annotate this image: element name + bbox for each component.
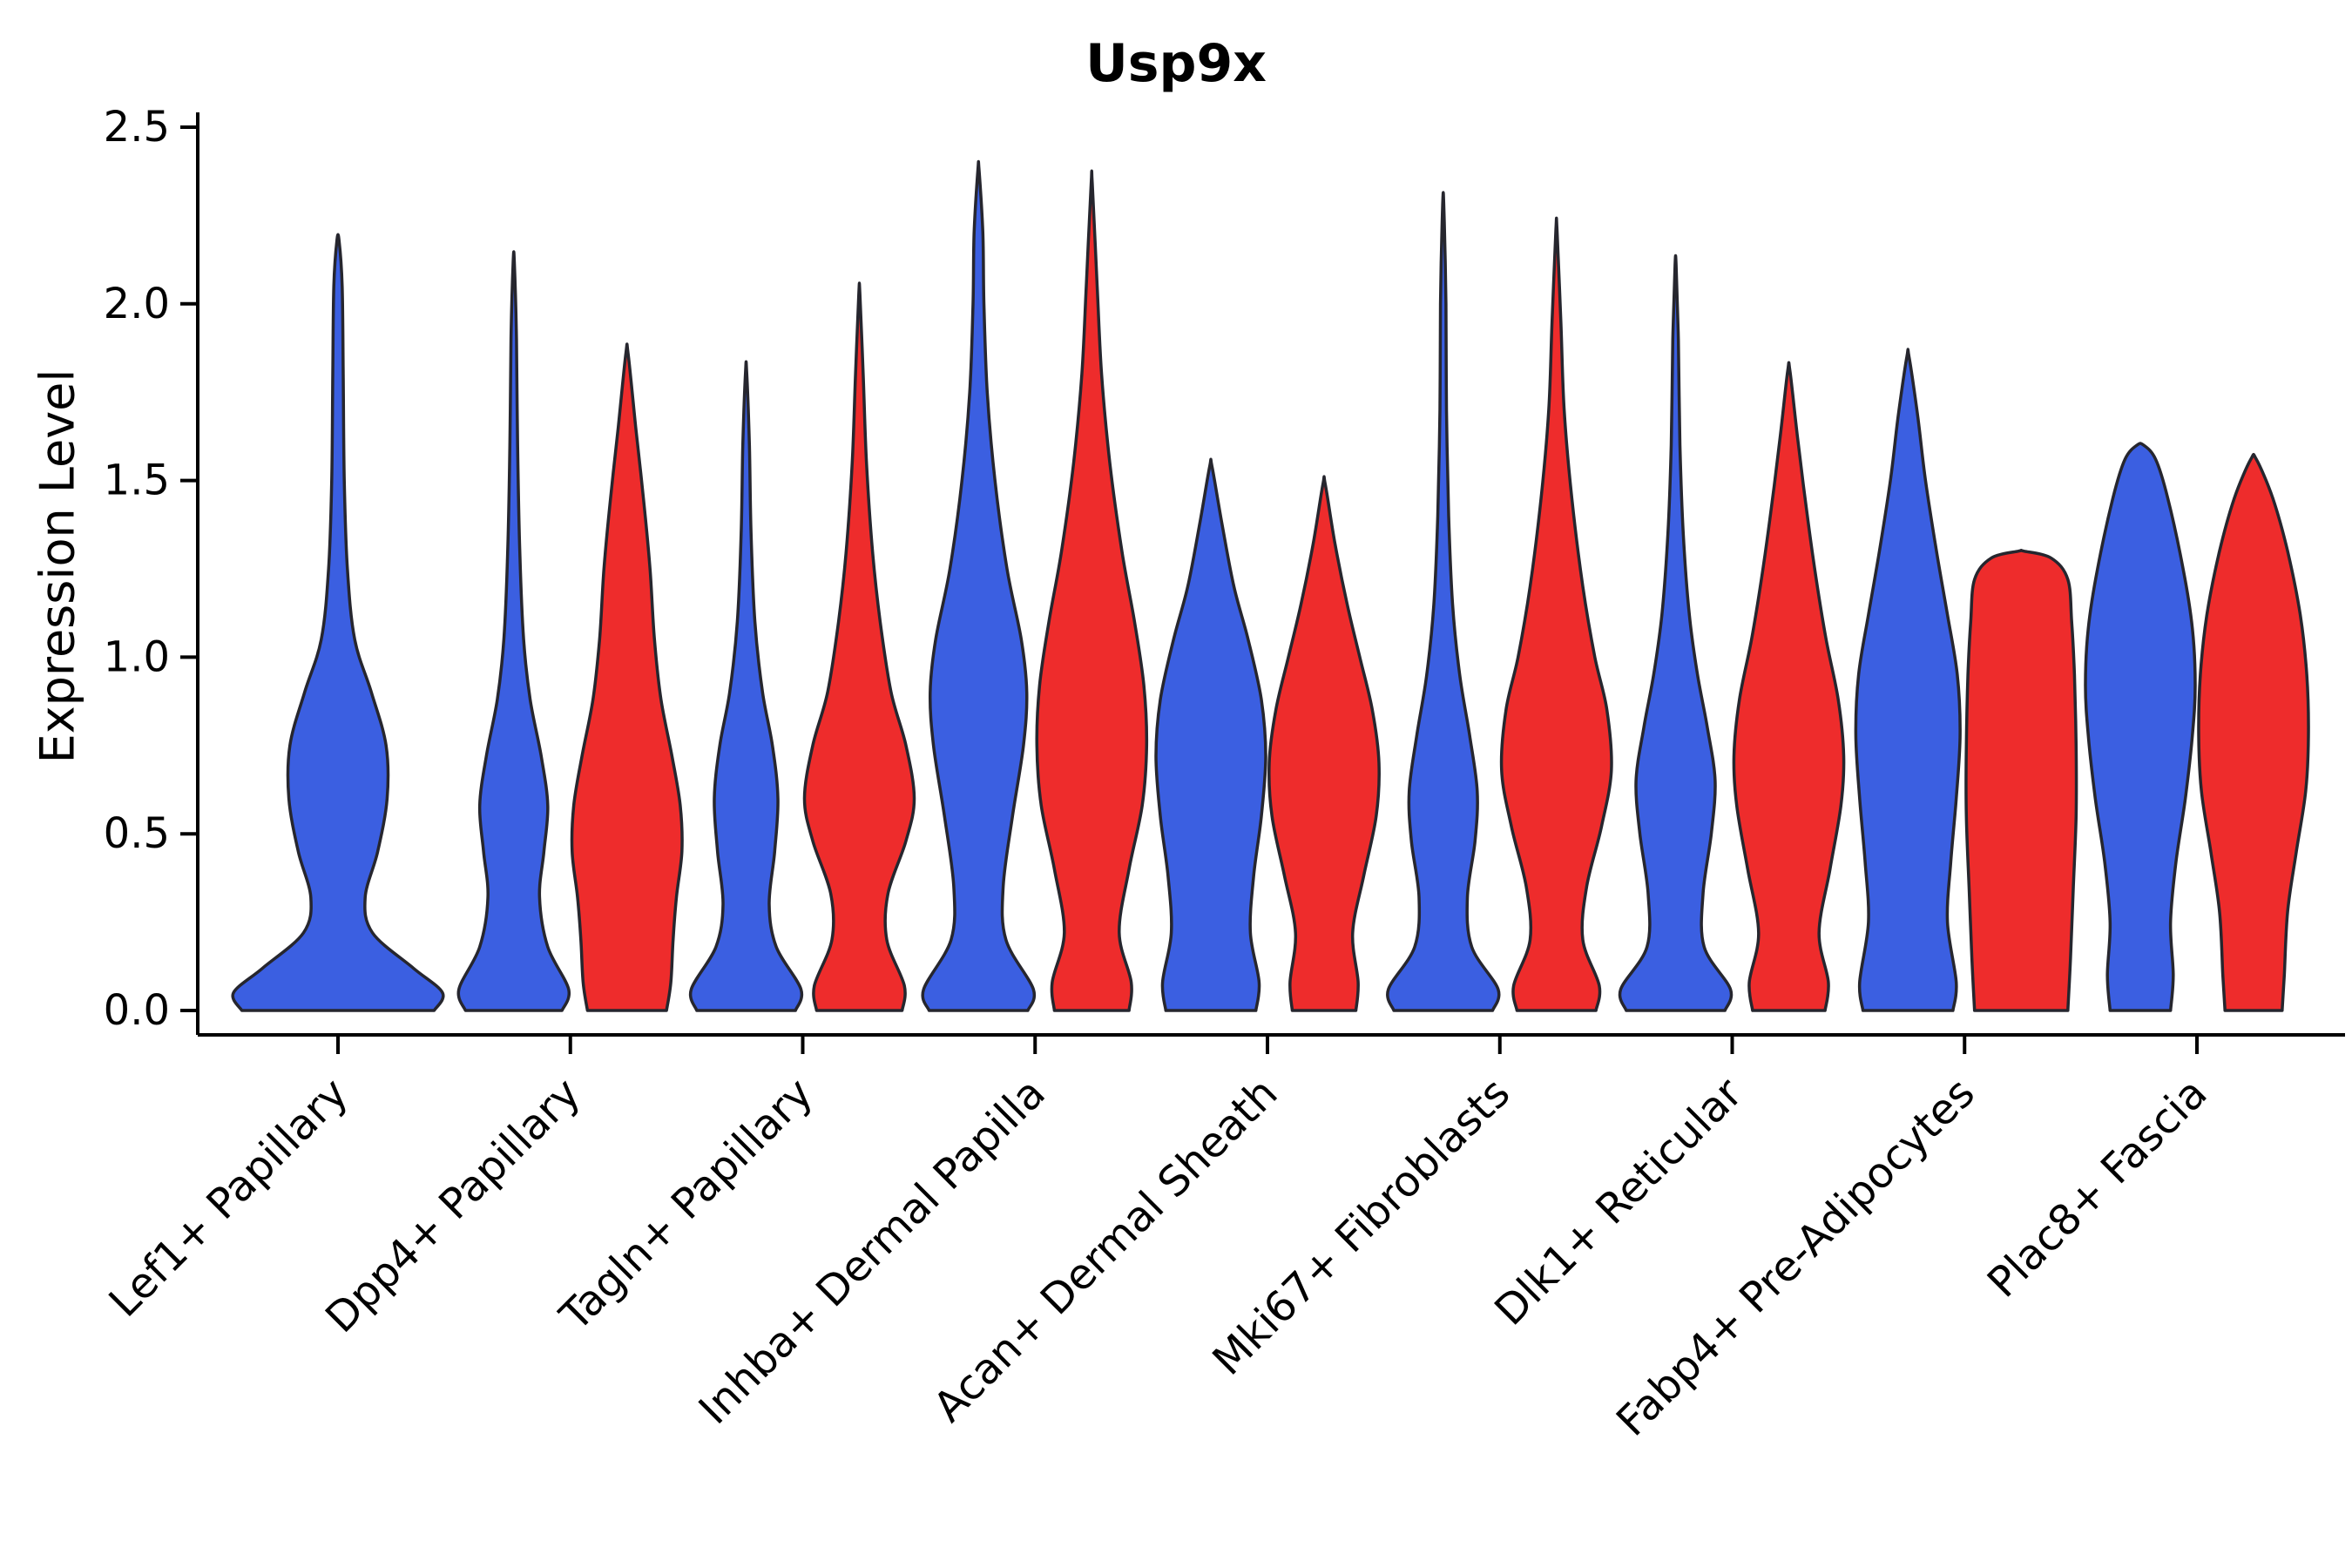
y-tick-label: 1.5 bbox=[104, 456, 170, 505]
violin-blue-tagln-papillary bbox=[688, 360, 804, 1012]
violin-red-dpp4-papillary bbox=[570, 342, 684, 1012]
violin-blue-plac8-fascia bbox=[2084, 442, 2197, 1012]
y-tick-label: 0.5 bbox=[104, 809, 170, 858]
x-category-label: Lef1+ Papillary bbox=[100, 1069, 358, 1327]
y-tick-label: 0.0 bbox=[104, 986, 170, 1035]
violin-red-mki67-fibroblasts bbox=[1499, 216, 1613, 1012]
y-tick-label: 2.0 bbox=[104, 280, 170, 328]
x-category-label: Tagln+ Papillary bbox=[551, 1069, 822, 1341]
violin-blue-inhba-dermal-papilla bbox=[921, 159, 1037, 1012]
violin-blue-dpp4-papillary bbox=[456, 250, 571, 1012]
violin-blue-acan-dermal-sheath bbox=[1154, 457, 1267, 1012]
chart-title: Usp9x bbox=[1085, 33, 1267, 94]
violin-blue-lef1-papillary bbox=[231, 233, 445, 1012]
violin-red-plac8-fascia bbox=[2197, 452, 2310, 1012]
violin-red-acan-dermal-sheath bbox=[1267, 475, 1381, 1012]
violin-red-tagln-papillary bbox=[802, 281, 916, 1012]
y-axis-label: Expression Level bbox=[30, 368, 85, 764]
x-category-label: Plac8+ Fascia bbox=[1978, 1069, 2217, 1308]
x-category-label: Dpp4+ Papillary bbox=[316, 1069, 590, 1342]
violin-red-fabp4-pre-adipocytes bbox=[1964, 548, 2078, 1012]
violin-red-inhba-dermal-papilla bbox=[1035, 169, 1149, 1012]
violin-red-dlk1-reticular bbox=[1732, 361, 1846, 1012]
violin-blue-mki67-fibroblasts bbox=[1386, 191, 1501, 1012]
violin-blue-fabp4-pre-adipocytes bbox=[1854, 348, 1962, 1012]
y-tick-label: 2.5 bbox=[104, 103, 170, 152]
x-category-label: Dlk1+ Reticular bbox=[1485, 1069, 1752, 1335]
violin-blue-dlk1-reticular bbox=[1618, 253, 1734, 1012]
y-tick-label: 1.0 bbox=[104, 632, 170, 681]
